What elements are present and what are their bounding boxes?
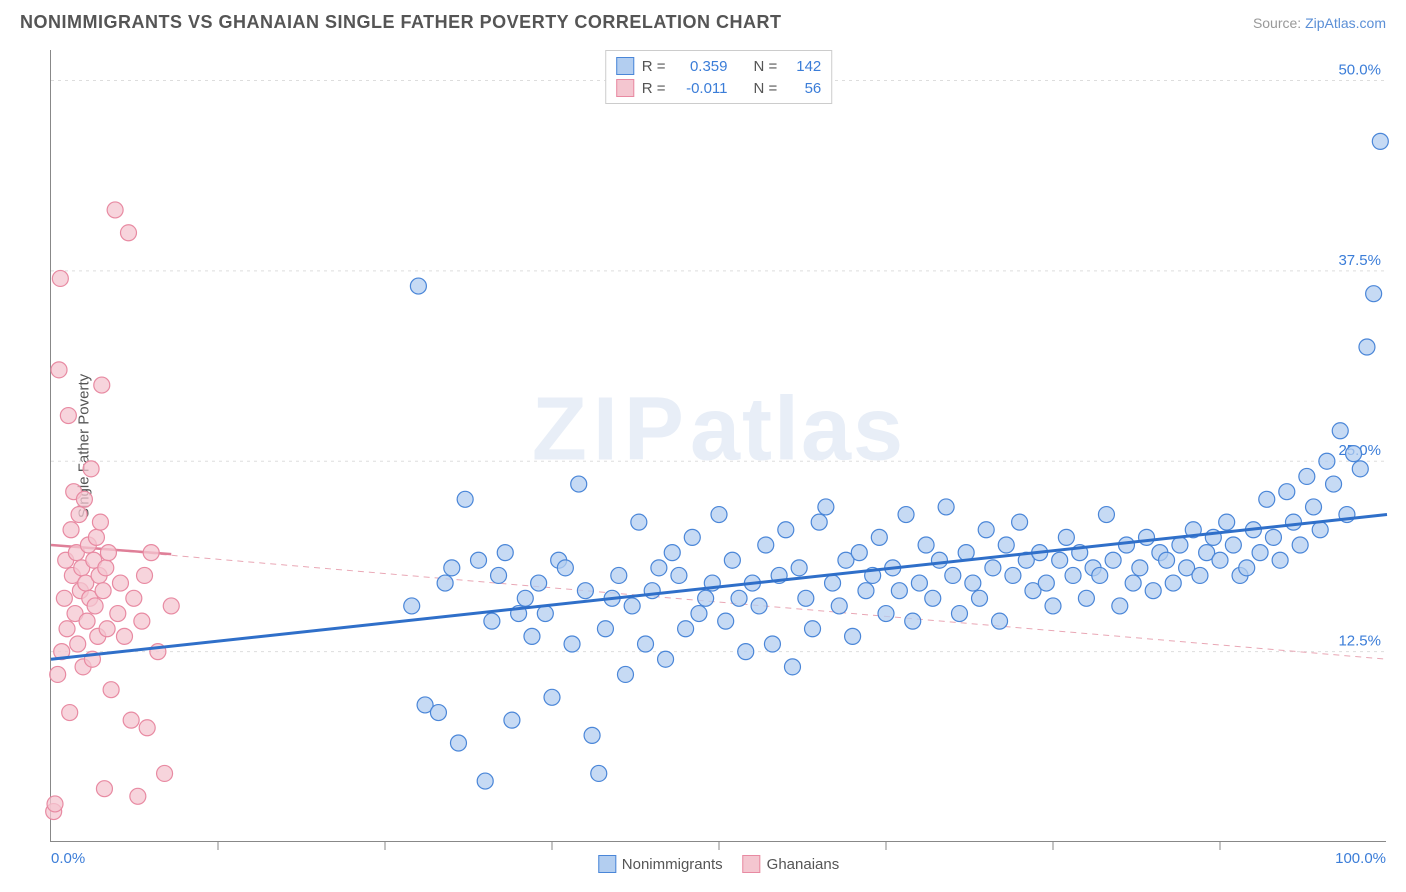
source-link[interactable]: ZipAtlas.com [1305, 15, 1386, 31]
legend-item-blue: Nonimmigrants [598, 855, 723, 873]
swatch-pink-icon [616, 79, 634, 97]
swatch-blue-icon [616, 57, 634, 75]
chart-source: Source: ZipAtlas.com [1253, 15, 1386, 31]
n-label-pink: N = [754, 80, 778, 97]
svg-text:12.5%: 12.5% [1338, 633, 1381, 650]
r-label-pink: R = [642, 80, 666, 97]
chart-title: NONIMMIGRANTS VS GHANAIAN SINGLE FATHER … [20, 12, 782, 33]
legend-item-pink: Ghanaians [743, 855, 840, 873]
scatter-svg: 12.5%25.0%37.5%50.0% [51, 50, 1387, 842]
svg-text:37.5%: 37.5% [1338, 252, 1381, 269]
n-value-blue: 142 [785, 58, 821, 75]
chart-plot-area: ZIPatlas 12.5%25.0%37.5%50.0% R = 0.359 … [50, 50, 1386, 842]
r-value-blue: 0.359 [674, 58, 728, 75]
svg-text:50.0%: 50.0% [1338, 61, 1381, 78]
n-value-pink: 56 [785, 80, 821, 97]
r-value-pink: -0.011 [674, 80, 728, 97]
x-axis-max-label: 100.0% [1335, 850, 1386, 867]
series-legend: Nonimmigrants Ghanaians [598, 855, 839, 873]
source-label: Source: [1253, 15, 1305, 31]
stats-legend: R = 0.359 N = 142 R = -0.011 N = 56 [605, 50, 833, 104]
legend-label-pink: Ghanaians [767, 856, 840, 873]
stats-row-blue: R = 0.359 N = 142 [616, 55, 822, 77]
legend-swatch-blue-icon [598, 855, 616, 873]
r-label-blue: R = [642, 58, 666, 75]
legend-label-blue: Nonimmigrants [622, 856, 723, 873]
chart-header: NONIMMIGRANTS VS GHANAIAN SINGLE FATHER … [0, 0, 1406, 41]
n-label-blue: N = [754, 58, 778, 75]
x-axis-min-label: 0.0% [51, 850, 85, 867]
stats-row-pink: R = -0.011 N = 56 [616, 77, 822, 99]
legend-swatch-pink-icon [743, 855, 761, 873]
